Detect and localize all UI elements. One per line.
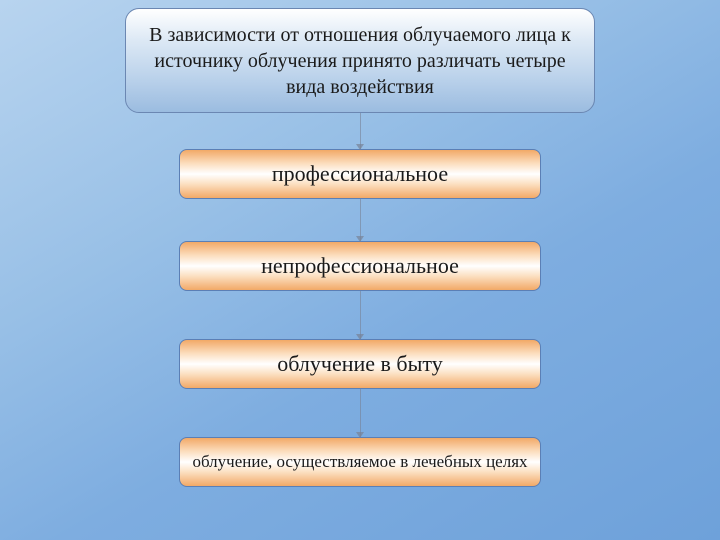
item-label-2: непрофессиональное <box>261 253 459 279</box>
connector-4 <box>360 389 361 437</box>
connector-1 <box>360 113 361 149</box>
item-box-1: профессиональное <box>179 149 541 199</box>
diagram-container: В зависимости от отношения облучаемого л… <box>0 0 720 540</box>
header-text: В зависимости от отношения облучаемого л… <box>146 22 574 100</box>
connector-3 <box>360 291 361 339</box>
item-label-1: профессиональное <box>272 161 448 187</box>
item-box-4: облучение, осуществляемое в лечебных цел… <box>179 437 541 487</box>
item-label-4: облучение, осуществляемое в лечебных цел… <box>192 452 527 472</box>
item-box-3: облучение в быту <box>179 339 541 389</box>
item-label-3: облучение в быту <box>277 351 442 377</box>
item-box-2: непрофессиональное <box>179 241 541 291</box>
connector-2 <box>360 199 361 241</box>
header-box: В зависимости от отношения облучаемого л… <box>125 8 595 113</box>
